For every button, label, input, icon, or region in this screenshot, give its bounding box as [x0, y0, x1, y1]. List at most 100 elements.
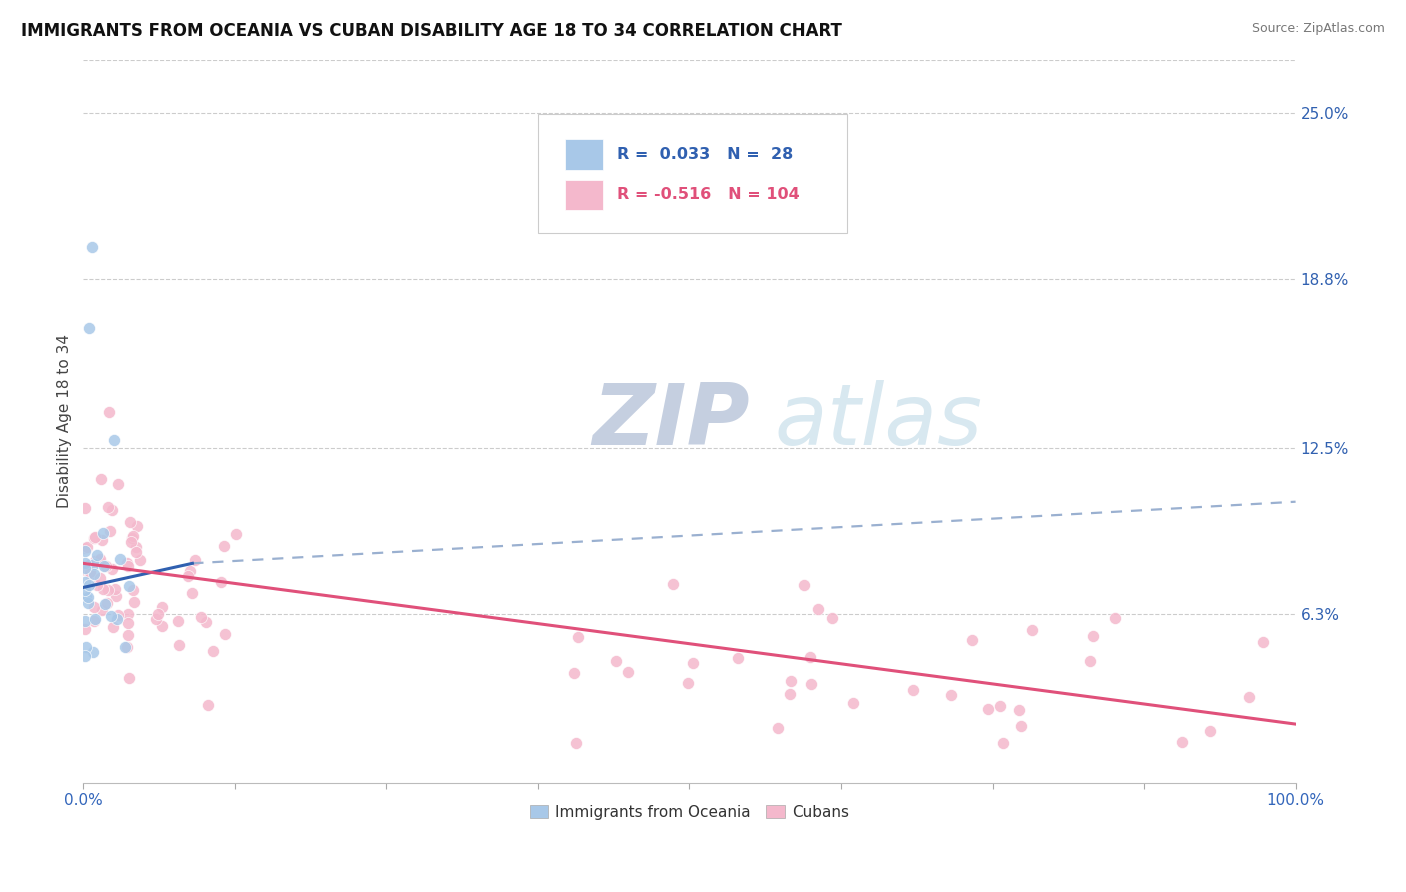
Point: [73, 622, 96, 636]
Point: [114, 640, 136, 654]
Point: [129, 553, 152, 567]
Point: [73, 556, 96, 570]
Point: [779, 687, 801, 701]
Point: [93, 559, 115, 574]
Point: [1171, 735, 1194, 749]
Point: [125, 519, 148, 533]
Point: [214, 627, 236, 641]
Point: [842, 696, 865, 710]
Point: [150, 619, 173, 633]
Point: [1199, 723, 1222, 738]
Point: [727, 650, 749, 665]
Point: [197, 698, 219, 712]
Point: [77, 578, 100, 592]
Point: [766, 722, 789, 736]
Point: [1104, 610, 1126, 624]
Text: Source: ZipAtlas.com: Source: ZipAtlas.com: [1251, 22, 1385, 36]
Point: [73, 500, 96, 515]
Point: [75, 640, 97, 655]
Point: [104, 582, 127, 596]
Point: [562, 665, 585, 680]
Point: [991, 736, 1014, 750]
Point: [101, 502, 124, 516]
Point: [166, 614, 188, 628]
Point: [83, 567, 105, 582]
Point: [120, 516, 142, 530]
Point: [75, 574, 97, 589]
Point: [73, 614, 96, 628]
Point: [80, 240, 103, 254]
Point: [117, 616, 139, 631]
Point: [105, 589, 128, 603]
Point: [91, 533, 114, 548]
Point: [682, 656, 704, 670]
Point: [125, 540, 148, 554]
Point: [83, 615, 105, 629]
Point: [83, 599, 105, 614]
Point: [150, 600, 173, 615]
Point: [122, 528, 145, 542]
Point: [96, 558, 118, 573]
Point: [77, 558, 100, 573]
Point: [108, 552, 131, 566]
Point: [117, 558, 139, 573]
Point: [96, 596, 118, 610]
Point: [83, 554, 105, 568]
Point: [807, 602, 830, 616]
Y-axis label: Disability Age 18 to 34: Disability Age 18 to 34: [58, 334, 72, 508]
Point: [103, 620, 125, 634]
Point: [90, 472, 112, 486]
Point: [97, 583, 120, 598]
Legend: Immigrants from Oceania, Cubans: Immigrants from Oceania, Cubans: [523, 799, 855, 826]
Text: atlas: atlas: [775, 380, 983, 463]
Point: [169, 638, 191, 652]
Point: [1078, 654, 1101, 668]
Point: [190, 610, 212, 624]
Point: [107, 477, 129, 491]
Point: [225, 527, 247, 541]
Point: [100, 609, 122, 624]
Point: [117, 628, 139, 642]
Point: [903, 682, 925, 697]
Point: [1239, 690, 1261, 704]
Point: [91, 526, 114, 541]
Point: [567, 630, 589, 644]
Point: [82, 645, 104, 659]
Point: [662, 577, 685, 591]
Point: [98, 524, 121, 538]
Point: [977, 702, 1000, 716]
Point: [960, 633, 983, 648]
Point: [148, 607, 170, 621]
Point: [793, 578, 815, 592]
Point: [780, 673, 803, 688]
Point: [564, 736, 586, 750]
Point: [1253, 635, 1275, 649]
Point: [605, 654, 627, 668]
Point: [100, 562, 122, 576]
Point: [77, 590, 100, 604]
Point: [122, 594, 145, 608]
Point: [91, 582, 114, 596]
Point: [145, 612, 167, 626]
Point: [988, 698, 1011, 713]
Point: [79, 566, 101, 581]
Point: [76, 596, 98, 610]
Text: ZIP: ZIP: [592, 380, 749, 463]
Point: [799, 649, 821, 664]
Point: [616, 665, 638, 680]
Point: [179, 564, 201, 578]
Point: [77, 558, 100, 572]
Point: [79, 320, 101, 334]
Point: [83, 557, 105, 571]
Point: [107, 607, 129, 622]
Point: [118, 579, 141, 593]
Point: [97, 405, 120, 419]
Point: [212, 539, 235, 553]
Point: [821, 611, 844, 625]
Point: [1021, 623, 1043, 637]
Point: [91, 603, 114, 617]
Point: [83, 532, 105, 546]
Point: [118, 671, 141, 685]
Point: [177, 568, 200, 582]
Point: [201, 644, 224, 658]
